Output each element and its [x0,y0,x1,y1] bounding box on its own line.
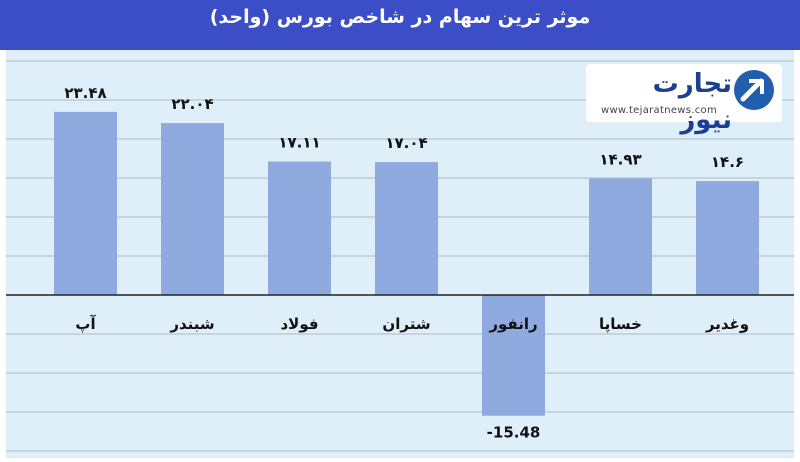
category-label: شبندر [169,315,214,333]
data-label: -15.48 [487,424,541,442]
category-label: رانفور [488,315,537,333]
bar-chart: ۱۴.۶ وغدیر ۱۴.۹۳ خساپا -15.48 رانفور ۱۷.۰۴ شترا… [6,60,794,452]
data-label: ۲۲.۰۴ [171,95,213,113]
logo-arrow-icon [734,70,774,110]
brand-logo: تجارت نیوز www.tejaratnews.com [586,64,782,135]
category-label: آپ [75,315,96,333]
category-label: فولاد [280,315,318,333]
bar [696,181,759,295]
category-label: وغدیر [705,315,749,333]
bar [54,111,117,295]
data-label: ۲۳.۴۸ [64,84,106,102]
data-label: ۱۷.۱۱ [278,134,320,152]
category-label: خساپا [599,315,642,334]
category-label: شتران [382,315,430,333]
chart-title: موثر ترین سهام در شاخص بورس (واحد) [209,6,591,28]
bar [161,123,224,295]
bar [375,162,438,295]
title-bar: موثر ترین سهام در شاخص بورس (واحد) [0,0,800,50]
bar [482,295,545,416]
logo-wordmark: تجارت نیوز [652,69,732,135]
data-label: ۱۴.۶ [711,153,744,171]
data-label: ۱۷.۰۴ [385,134,427,152]
logo-url: www.tejaratnews.com [600,105,718,116]
bar [268,161,331,295]
bar [589,178,652,295]
data-label: ۱۴.۹۳ [599,151,641,169]
